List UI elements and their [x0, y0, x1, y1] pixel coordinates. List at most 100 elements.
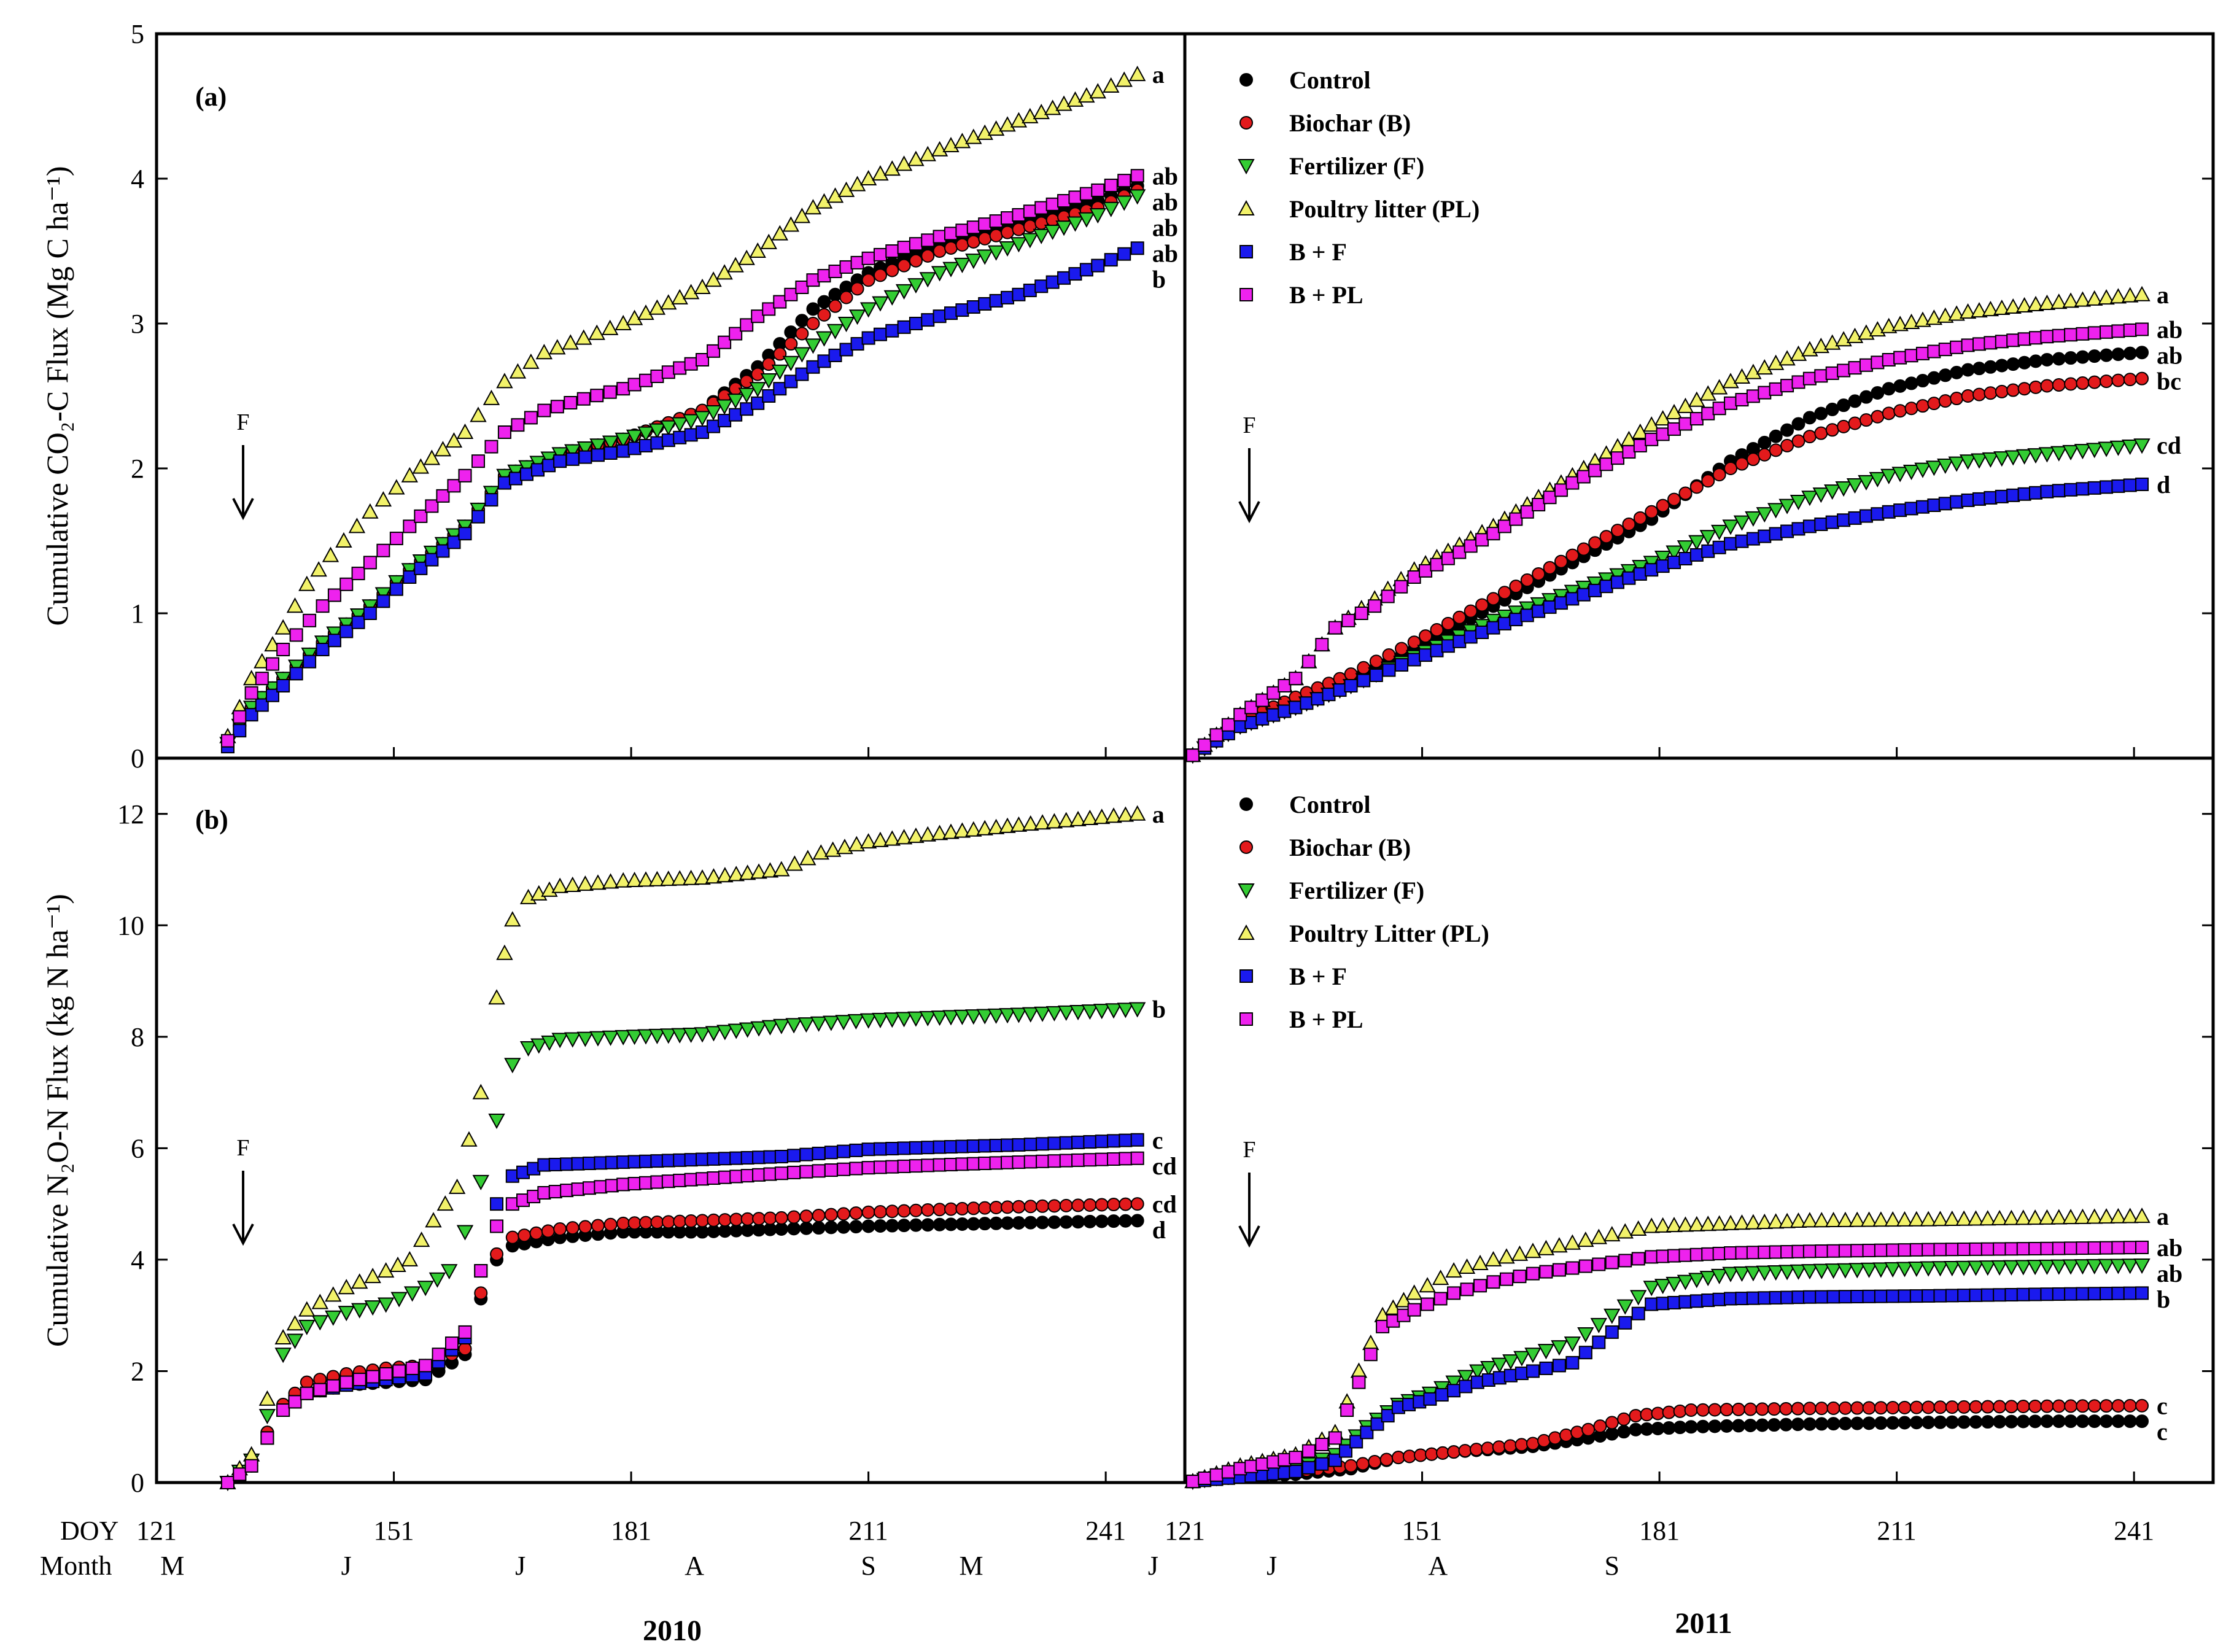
data-point	[1047, 1215, 1061, 1229]
data-point	[2015, 1260, 2032, 1276]
data-point	[1301, 1460, 1316, 1475]
data-point	[850, 282, 864, 296]
data-point	[660, 420, 677, 436]
data-point	[1944, 1210, 1961, 1227]
data-point	[1688, 1273, 1705, 1289]
data-point	[907, 278, 925, 294]
data-point	[490, 1219, 504, 1233]
data-point	[2016, 1287, 2030, 1301]
data-point	[1198, 1471, 1212, 1485]
data-point	[392, 1364, 406, 1378]
data-point	[1023, 1216, 1037, 1230]
series-fertilizer-f-	[1184, 438, 2151, 764]
data-point	[1969, 1288, 1983, 1302]
data-point	[1497, 519, 1511, 533]
data-point	[1633, 511, 1647, 525]
data-point	[390, 1292, 408, 1308]
data-point	[1509, 580, 1523, 594]
significance-label: bc	[2157, 367, 2181, 395]
data-point	[1984, 360, 1998, 374]
data-point	[1289, 700, 1303, 715]
data-point	[2004, 1288, 2019, 1302]
arrow-head	[1238, 501, 1260, 524]
data-point	[445, 1336, 459, 1351]
data-point	[2123, 1286, 2137, 1300]
data-point	[2064, 328, 2078, 342]
data-point	[1724, 462, 1738, 475]
data-point	[1458, 1444, 1472, 1458]
data-point	[921, 1203, 935, 1217]
data-point	[1010, 112, 1028, 128]
data-point	[1565, 1261, 1580, 1275]
data-point	[1022, 815, 1039, 831]
data-point	[419, 1359, 433, 1373]
data-point	[589, 1031, 607, 1047]
data-point	[989, 1200, 1003, 1214]
data-point	[1095, 1198, 1109, 1212]
data-point	[895, 1012, 913, 1028]
data-point	[2052, 1399, 2066, 1413]
data-point	[1815, 1402, 1829, 1416]
data-point	[799, 850, 816, 866]
legend-label: B + F	[1289, 963, 1347, 990]
data-point	[1850, 1244, 1864, 1258]
data-point	[1278, 679, 1292, 692]
data-point	[311, 1293, 328, 1309]
data-point	[1995, 489, 2009, 503]
data-point	[1825, 1211, 1842, 1228]
data-point	[1871, 507, 1885, 521]
data-point	[1104, 179, 1118, 193]
data-point	[626, 309, 643, 325]
data-point	[274, 1328, 292, 1344]
data-point	[2015, 449, 2033, 465]
data-point	[2038, 1259, 2056, 1275]
data-point	[1588, 536, 1602, 550]
data-point	[978, 217, 992, 231]
legend-item: Poultry litter (PL)	[1238, 195, 1480, 223]
data-point	[707, 1224, 721, 1238]
data-point	[978, 1157, 992, 1171]
data-point	[1848, 1263, 1866, 1279]
data-point	[696, 1172, 710, 1186]
data-point	[1950, 392, 1964, 406]
data-point	[615, 1030, 632, 1045]
data-point	[363, 607, 377, 620]
data-point	[1780, 379, 1794, 393]
data-point	[1071, 1215, 1085, 1229]
data-point	[942, 823, 960, 839]
data-point	[817, 354, 831, 368]
data-point	[727, 394, 744, 409]
data-point	[861, 1161, 875, 1175]
data-point	[1837, 419, 1851, 433]
data-point	[432, 1348, 446, 1362]
data-point	[828, 265, 842, 279]
data-point	[1643, 1281, 1660, 1297]
data-point	[1459, 1379, 1473, 1394]
data-point	[873, 247, 887, 262]
data-point	[921, 1141, 935, 1155]
data-point	[1470, 1375, 1484, 1389]
data-point	[1701, 474, 1715, 488]
data-point	[1022, 1007, 1039, 1023]
data-point	[1322, 688, 1336, 702]
data-point	[1532, 498, 1546, 511]
data-point	[1991, 1209, 2008, 1225]
data-point	[1904, 376, 1918, 390]
data-point	[576, 441, 594, 457]
data-point	[897, 320, 911, 334]
data-point	[1802, 1290, 1817, 1304]
data-point	[751, 396, 765, 410]
data-point	[1066, 216, 1084, 232]
month-label: M	[160, 1551, 184, 1581]
data-point	[859, 1013, 877, 1029]
data-point	[325, 1286, 342, 1302]
data-point	[1484, 1251, 1502, 1266]
data-point	[1724, 396, 1738, 410]
data-point	[1091, 183, 1105, 197]
data-point	[1914, 311, 1931, 327]
data-point	[1577, 1327, 1594, 1343]
data-point	[1758, 435, 1772, 449]
data-point	[848, 309, 866, 325]
data-point	[2111, 347, 2125, 362]
data-point	[1543, 600, 1557, 614]
